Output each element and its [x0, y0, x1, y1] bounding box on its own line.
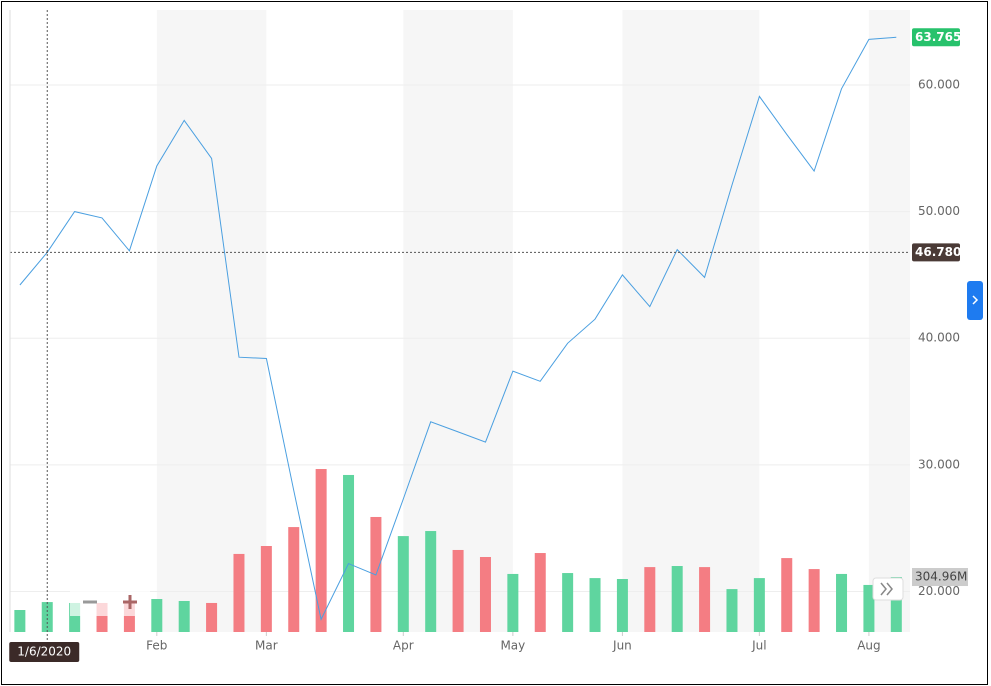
volume-bar [781, 558, 793, 632]
icon [972, 295, 979, 305]
volume-bar [178, 600, 190, 632]
x-tick-label: Aug [857, 639, 880, 653]
month-band [403, 10, 513, 632]
volume-bar [14, 610, 26, 632]
month-band [868, 10, 910, 632]
volume-bar [671, 566, 683, 632]
volume-bar [151, 599, 163, 632]
crosshair-date-label: 1/6/2020 [17, 645, 71, 659]
scroll-end-button[interactable] [872, 577, 904, 601]
price-marker-box [912, 28, 960, 47]
price-line [19, 36, 897, 621]
volume-bar [890, 577, 902, 632]
volume-bar [479, 556, 491, 632]
volume-bar [589, 578, 601, 632]
zoom-box[interactable] [70, 588, 150, 616]
volume-bar [534, 553, 546, 632]
y-tick-label: 30.000 [918, 457, 960, 471]
volume-bar [233, 553, 245, 632]
volume-bar [69, 602, 81, 632]
volume-bar [726, 589, 738, 632]
volume-bar [96, 602, 108, 632]
price-marker-box [912, 243, 960, 262]
volume-bar [123, 602, 135, 632]
y-tick-label: 50.000 [918, 204, 960, 218]
volume-bar [425, 531, 437, 632]
y-tick-label: 20.000 [918, 584, 960, 598]
volume-bar [808, 569, 820, 632]
crosshair-date-box [9, 642, 80, 662]
x-tick-label: Mar [255, 639, 278, 653]
x-tick-label: May [500, 639, 525, 653]
volume-marker-box [912, 568, 968, 587]
price-marker-label: 63.765 [915, 30, 961, 44]
volume-bar [41, 602, 53, 632]
x-tick-label: Feb [146, 639, 167, 653]
y-tick-label: 60.000 [918, 77, 960, 91]
volume-bar [288, 527, 300, 632]
side-tab[interactable] [967, 281, 983, 320]
x-tick-label: Jun [612, 639, 632, 653]
month-band [156, 10, 267, 632]
button[interactable] [872, 577, 904, 601]
volume-bar [343, 474, 355, 632]
volume-bar [644, 567, 656, 632]
volume-bar [452, 549, 464, 632]
month-band [622, 10, 760, 632]
y-tick-label: 40.000 [918, 331, 960, 345]
volume-bar [836, 573, 848, 632]
volume-bar [206, 602, 218, 632]
volume-bar [863, 584, 875, 632]
volume-bar [397, 536, 409, 632]
volume-bar [507, 573, 519, 632]
zoom-controls[interactable] [70, 588, 150, 616]
x-tick-label: Jul [751, 639, 766, 653]
tab[interactable] [967, 281, 983, 320]
volume-bar [562, 573, 574, 632]
volume-bar [616, 578, 628, 632]
volume-bar [260, 546, 272, 632]
x-tick-label: Apr [393, 639, 414, 653]
volume-bar [753, 578, 765, 632]
volume-marker-label: 304.96M [915, 570, 967, 584]
price-marker-label: 46.780 [915, 245, 961, 259]
volume-bar [699, 567, 711, 632]
icon [880, 582, 893, 596]
volume-bar [315, 469, 327, 632]
